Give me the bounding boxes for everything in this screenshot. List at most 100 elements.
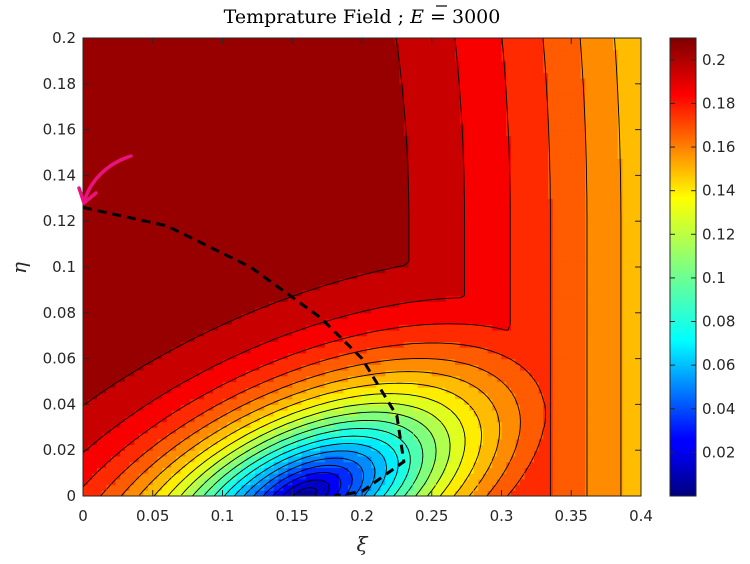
contour-cell: [157, 329, 163, 337]
contour-cell: [492, 318, 498, 325]
contour-cell: [627, 284, 633, 291]
contour-cell: [222, 358, 228, 365]
contour-cell: [203, 318, 210, 325]
contour-cell: [510, 307, 517, 314]
contour-cell: [594, 410, 600, 417]
contour-cell: [455, 352, 461, 360]
contour-cell: [506, 415, 512, 423]
contour-cell: [227, 410, 233, 417]
contour-cell: [87, 404, 93, 411]
contour-cell: [478, 387, 484, 394]
contour-cell: [236, 375, 242, 383]
contour-cell: [199, 301, 205, 308]
contour-cell: [422, 427, 428, 434]
contour-cell: [329, 473, 335, 480]
contour-cell: [208, 415, 214, 423]
contour-cell: [194, 415, 200, 423]
contour-cell: [468, 352, 475, 360]
contour-cell: [180, 347, 186, 354]
contour-cell: [180, 455, 186, 463]
contour-cell: [87, 438, 93, 446]
contour-cell: [296, 352, 303, 360]
contour-cell: [278, 312, 284, 320]
contour-cell: [301, 455, 307, 463]
contour-cell: [171, 375, 177, 383]
contour-cell: [496, 329, 503, 337]
contour-cell: [148, 301, 154, 308]
contour-cell: [241, 347, 247, 354]
contour-cell: [324, 398, 331, 405]
contour-cell: [352, 461, 358, 468]
contour-cell: [310, 381, 317, 388]
contour-cell: [217, 341, 224, 348]
contour-cell: [492, 490, 498, 496]
contour-cell: [129, 352, 135, 360]
contour-cell: [515, 467, 521, 474]
contour-cell: [273, 410, 279, 417]
contour-cell: [371, 398, 377, 405]
contour-cell: [585, 438, 591, 446]
contour-cell: [231, 358, 238, 365]
contour-cell: [436, 387, 442, 394]
contour-cell: [245, 398, 251, 405]
contour-cell: [92, 461, 98, 468]
contour-cell: [571, 295, 577, 302]
contour-cell: [636, 375, 641, 383]
contour-cell: [394, 375, 400, 383]
contour-cell: [101, 461, 107, 468]
contour-cell: [543, 284, 549, 291]
contour-cell: [278, 278, 284, 285]
contour-cell: [431, 301, 437, 308]
contour-cell: [585, 284, 591, 291]
contour-cell: [543, 438, 549, 446]
contour-cell: [222, 295, 228, 302]
contour-cell: [561, 261, 568, 268]
contour-cell: [129, 381, 135, 388]
contour-cell: [631, 490, 637, 496]
contour-cell: [162, 301, 168, 308]
contour-cell: [324, 295, 331, 302]
contour-cell: [343, 289, 349, 297]
contour-cell: [408, 272, 414, 280]
contour-cell: [492, 370, 498, 377]
contour-cell: [148, 427, 154, 434]
contour-cell: [157, 318, 163, 325]
contour-cell: [352, 347, 358, 354]
contour-cell: [134, 433, 140, 440]
contour-cell: [180, 289, 186, 297]
contour-cell: [501, 410, 507, 417]
contour-cell: [92, 347, 98, 354]
contour-cell: [571, 421, 577, 428]
contour-cell: [445, 301, 451, 308]
contour-cell: [389, 490, 396, 496]
contour-cell: [115, 398, 121, 405]
contour-cell: [315, 261, 321, 268]
contour-cell: [613, 352, 619, 360]
contour-cell: [162, 398, 168, 405]
contour-cell: [385, 364, 391, 371]
contour-cell: [617, 381, 623, 388]
contour-cell: [431, 312, 437, 320]
contour-cell: [594, 364, 600, 371]
contour-cell: [306, 387, 312, 394]
contour-cell: [348, 267, 354, 274]
contour-cell: [245, 387, 251, 394]
contour-cell: [306, 335, 312, 343]
contour-cell: [83, 473, 89, 480]
contour-cell: [329, 467, 335, 474]
contour-cell: [278, 375, 284, 383]
contour-cell: [375, 255, 382, 262]
contour-cell: [343, 329, 349, 337]
contour-cell: [106, 490, 112, 496]
contour-cell: [534, 335, 540, 343]
contour-cell: [622, 289, 628, 297]
contour-cell: [422, 324, 428, 331]
contour-cell: [543, 370, 549, 377]
contour-cell: [301, 404, 307, 411]
contour-cell: [524, 295, 530, 302]
contour-cell: [417, 318, 424, 325]
contour-cell: [543, 335, 549, 343]
contour-cell: [580, 478, 586, 486]
contour-cell: [613, 335, 619, 343]
contour-cell: [478, 490, 484, 496]
